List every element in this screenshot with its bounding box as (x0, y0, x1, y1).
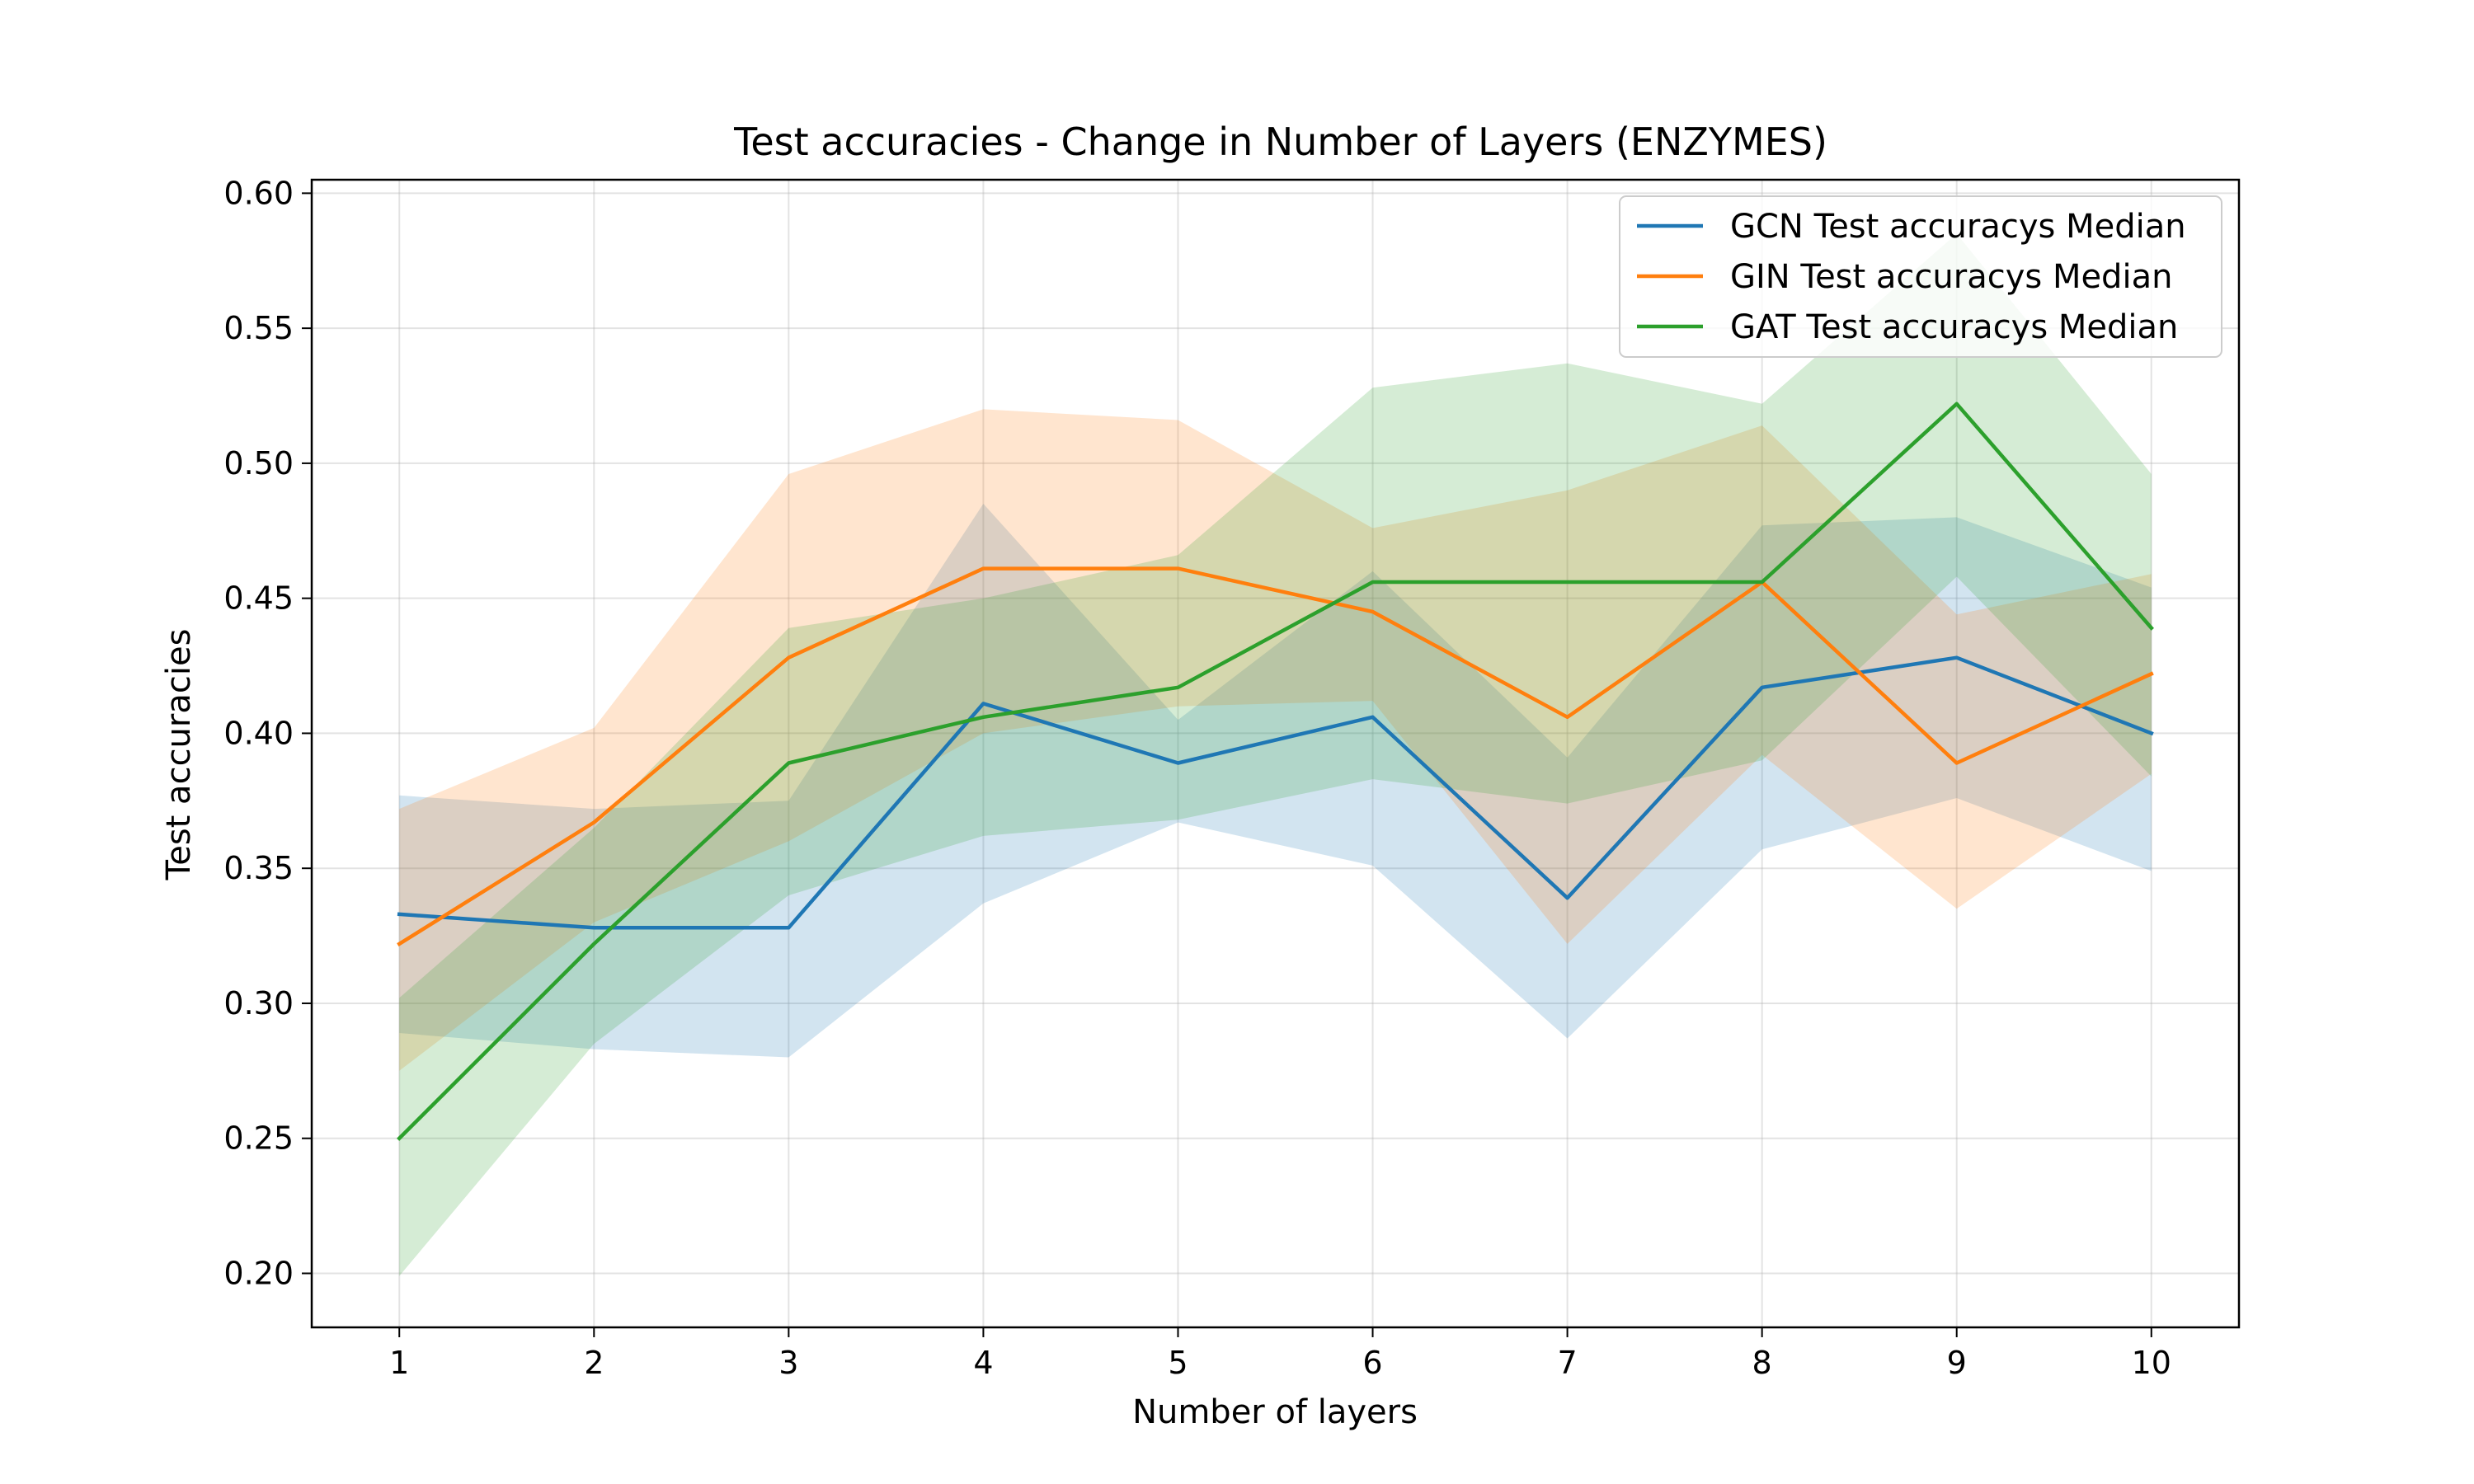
x-tick-label: 5 (1168, 1345, 1188, 1381)
chart-title: Test accuracies - Change in Number of La… (733, 120, 1827, 164)
y-tick-label: 0.25 (223, 1120, 294, 1157)
x-axis-ticks: 1 2 3 4 5 6 7 8 9 10 (389, 1327, 2171, 1381)
x-tick-label: 10 (2132, 1345, 2171, 1381)
y-tick-label: 0.20 (223, 1255, 294, 1291)
confidence-band (399, 504, 2152, 1058)
x-tick-label: 2 (584, 1345, 604, 1381)
confidence-band (399, 409, 2152, 1071)
legend-label: GAT Test accuracys Median (1730, 308, 2178, 346)
series-lines (397, 402, 2154, 1141)
x-tick-label: 9 (1947, 1345, 1967, 1381)
x-tick-label: 3 (778, 1345, 798, 1381)
y-axis-label: Test accuracies (160, 629, 198, 881)
y-tick-label: 0.55 (223, 310, 294, 346)
y-tick-label: 0.35 (223, 850, 294, 886)
x-tick-label: 6 (1362, 1345, 1382, 1381)
legend: GCN Test accuracys Median GIN Test accura… (1619, 195, 2222, 358)
legend-label: GCN Test accuracys Median (1730, 208, 2186, 246)
grid (312, 180, 2239, 1327)
y-axis-ticks: 0.20 0.25 0.30 0.35 0.40 0.45 0.50 0.55 0.60 (223, 175, 312, 1291)
x-axis-label: Number of layers (1132, 1393, 1418, 1431)
series-line (397, 566, 2154, 947)
y-tick-label: 0.50 (223, 445, 294, 481)
series-line (397, 402, 2154, 1141)
y-tick-label: 0.45 (223, 580, 294, 617)
y-tick-label: 0.60 (223, 175, 294, 211)
x-tick-label: 8 (1752, 1345, 1772, 1381)
x-tick-label: 1 (389, 1345, 409, 1381)
confidence-band (399, 233, 2152, 1276)
confidence-bands (399, 233, 2152, 1276)
x-tick-label: 4 (973, 1345, 993, 1381)
plot-frame (310, 178, 2241, 1329)
y-tick-label: 0.30 (223, 985, 294, 1021)
y-tick-label: 0.40 (223, 715, 294, 751)
x-tick-label: 7 (1557, 1345, 1577, 1381)
legend-box (1619, 195, 2222, 358)
legend-label: GIN Test accuracys Median (1730, 258, 2172, 296)
